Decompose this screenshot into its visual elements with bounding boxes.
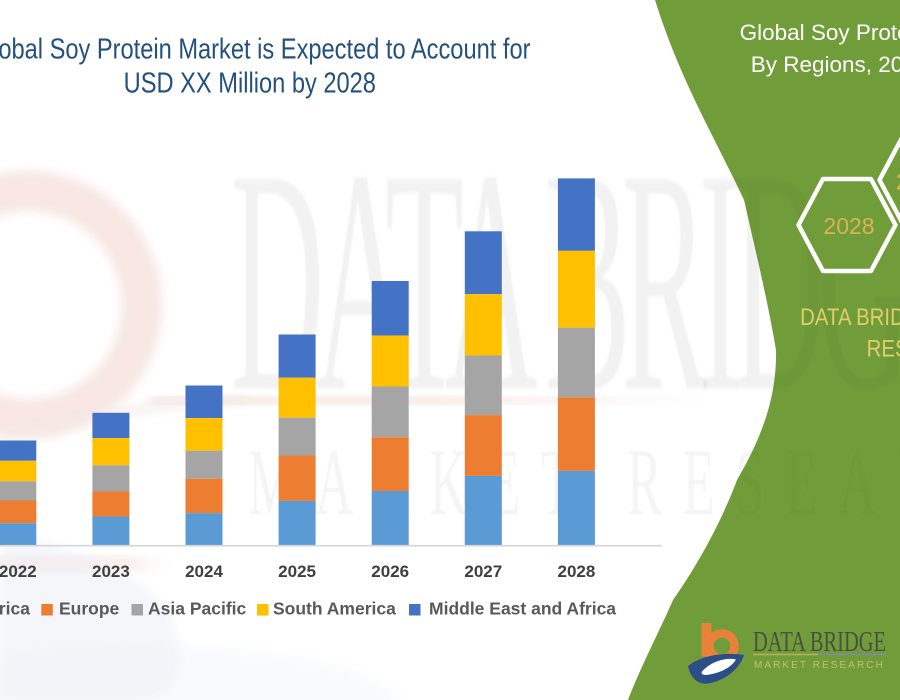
svg-text:North America: North America — [0, 599, 30, 619]
svg-text:Asia Pacific: Asia Pacific — [148, 599, 247, 619]
svg-text:2028: 2028 — [896, 169, 900, 195]
svg-text:2024: 2024 — [185, 562, 223, 581]
svg-text:USD XX Million by 2028: USD XX Million by 2028 — [124, 67, 376, 100]
svg-text:Global Soy Protein Market: Global Soy Protein Market — [740, 20, 900, 45]
svg-text:DATA BRIDGE MARKET: DATA BRIDGE MARKET — [800, 303, 900, 330]
svg-text:2026: 2026 — [371, 562, 409, 581]
svg-text:2025: 2025 — [278, 562, 316, 581]
svg-text:By Regions, 2021-2028: By Regions, 2021-2028 — [751, 52, 900, 77]
svg-text:RESEARCH: RESEARCH — [867, 335, 900, 362]
svg-text:South America: South America — [273, 599, 396, 619]
svg-text:2028: 2028 — [823, 213, 874, 239]
svg-text:MARKET RESEARCH: MARKET RESEARCH — [754, 660, 887, 671]
svg-text:Europe: Europe — [59, 599, 120, 619]
svg-text:2022: 2022 — [0, 562, 37, 581]
svg-text:Middle East and Africa: Middle East and Africa — [429, 599, 616, 619]
svg-text:2027: 2027 — [464, 562, 502, 581]
svg-text:DATA BRIDGE: DATA BRIDGE — [753, 627, 886, 658]
svg-text:2028: 2028 — [557, 562, 595, 581]
svg-text:Global Soy Protein Market is E: Global Soy Protein Market is Expected to… — [0, 32, 531, 65]
svg-text:2023: 2023 — [92, 562, 130, 581]
